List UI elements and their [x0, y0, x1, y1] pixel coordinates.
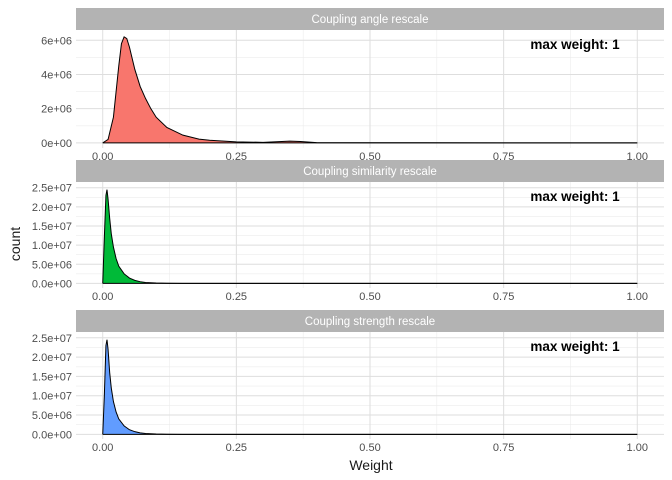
x-tick-label: 0.25: [226, 442, 247, 454]
facet-panel: Coupling similarity rescale 0.0e+00 5.0e+0…: [32, 160, 664, 303]
max-weight-annotation: max weight: 1: [530, 37, 620, 52]
facet-strip: [76, 160, 664, 182]
y-tick-label: 2e+06: [41, 104, 72, 116]
x-axis-title: Weight: [349, 457, 392, 473]
facet-strip: [76, 8, 664, 30]
y-tick-label: 2.5e+07: [32, 183, 72, 195]
x-tick-label: 0.00: [92, 442, 113, 454]
density-area: [102, 36, 638, 143]
x-tick-label: 0.25: [226, 291, 247, 303]
x-tick-label: 1.00: [627, 442, 648, 454]
y-tick-label: 1.0e+07: [32, 240, 72, 252]
facet-strip-label: Coupling strength rescale: [305, 316, 435, 328]
facet-strip-label: Coupling angle rescale: [312, 14, 429, 26]
y-tick-label: 4e+06: [41, 69, 72, 81]
y-tick-label: 1.5e+07: [32, 371, 72, 383]
facet-strip-label: Coupling similarity rescale: [303, 166, 437, 178]
facet-panel: Coupling angle rescale 0e+00 2e+06 4e+06 6e+…: [41, 8, 664, 163]
max-weight-annotation: max weight: 1: [530, 189, 620, 204]
y-tick-label: 0.0e+00: [32, 429, 72, 441]
facet-strip: [76, 310, 664, 332]
panels-layer: Coupling angle rescale 0e+00 2e+06 4e+06 6e+…: [32, 8, 664, 454]
y-tick-label: 2.0e+07: [32, 202, 72, 214]
max-weight-annotation: max weight: 1: [530, 339, 620, 354]
x-tick-label: 0.50: [359, 442, 380, 454]
y-tick-label: 0.0e+00: [32, 278, 72, 290]
facet-panel: Coupling strength rescale 0.0e+00 5.0e+06 1…: [32, 310, 664, 454]
x-tick-label: 1.00: [627, 291, 648, 303]
y-tick-label: 5.0e+06: [32, 259, 72, 271]
x-tick-label: 0.00: [92, 291, 113, 303]
x-tick-label: 0.50: [359, 291, 380, 303]
y-tick-label: 6e+06: [41, 35, 72, 47]
y-tick-label: 1.0e+07: [32, 391, 72, 403]
x-tick-label: 0.75: [493, 442, 514, 454]
y-tick-label: 2.0e+07: [32, 352, 72, 364]
y-tick-label: 2.5e+07: [32, 333, 72, 345]
x-tick-label: 0.75: [493, 291, 514, 303]
y-axis-title: count: [7, 227, 23, 261]
y-tick-label: 1.5e+07: [32, 221, 72, 233]
y-tick-label: 0e+00: [41, 138, 72, 150]
y-tick-label: 5.0e+06: [32, 410, 72, 422]
